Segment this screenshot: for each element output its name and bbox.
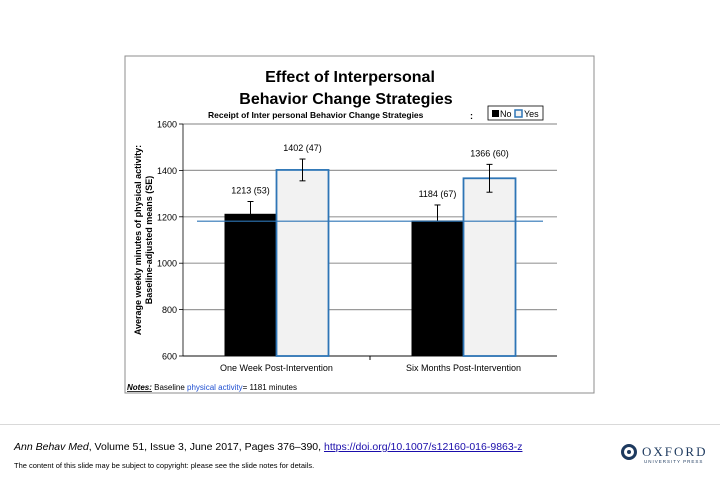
legend-label-no: No <box>500 109 512 119</box>
note-highlight: physical activity <box>187 383 243 392</box>
copyright-notice: The content of this slide may be subject… <box>14 461 315 470</box>
citation-details: , Volume 51, Issue 3, June 2017, Pages 3… <box>88 441 324 453</box>
doi-link[interactable]: https://doi.org/10.1007/s12160-016-9863-… <box>323 441 523 453</box>
oxford-logo: OXFORD UNIVERSITY PRESS <box>621 444 711 468</box>
data-label-no-1: 1184 (67) <box>419 189 457 199</box>
x-category-label-0: One Week Post-Intervention <box>220 363 333 373</box>
ytick-label-4: 1400 <box>157 166 177 176</box>
ytick-label-5: 1600 <box>157 120 177 130</box>
footer-divider <box>0 424 720 425</box>
legend-label-yes: Yes <box>524 109 539 119</box>
y-axis-label-line1: Average weekly minutes of physical activ… <box>133 145 143 335</box>
citation: Ann Behav Med, Volume 51, Issue 3, June … <box>14 441 522 453</box>
oxford-logo-icon <box>621 444 637 460</box>
chart-title-line2: Behavior Change Strategies <box>239 91 453 108</box>
note-label: Notes: <box>127 383 152 392</box>
chart-svg: Effect of Interpersonal Behavior Change S… <box>124 55 595 394</box>
data-label-no-0: 1213 (53) <box>231 185 270 195</box>
chart-title-line1: Effect of Interpersonal <box>265 69 435 86</box>
y-axis-label-line2: Baseline-adjusted means (SE) <box>144 176 154 305</box>
legend-title: Receipt of Inter personal Behavior Chang… <box>208 110 424 120</box>
oxford-logo-word: OXFORD <box>642 444 708 459</box>
ytick-label-0: 600 <box>162 352 177 362</box>
citation-journal: Ann Behav Med <box>14 441 89 453</box>
chart-figure: Effect of Interpersonal Behavior Change S… <box>124 55 595 394</box>
chart-note: Notes: Baseline physical activity= 1181 … <box>127 383 297 392</box>
bar-no-1 <box>411 220 464 356</box>
bar-yes-1 <box>462 177 517 357</box>
legend-colon: : <box>470 111 473 121</box>
x-category-label-1: Six Months Post-Intervention <box>406 363 521 373</box>
ytick-label-1: 800 <box>162 305 177 315</box>
note-text-before: Baseline <box>152 383 187 392</box>
data-label-yes-0: 1402 (47) <box>283 143 322 153</box>
data-label-yes-1: 1366 (60) <box>470 148 509 158</box>
ytick-label-2: 1000 <box>157 259 177 269</box>
oxford-logo-sub: UNIVERSITY PRESS <box>644 459 704 464</box>
ytick-label-3: 1200 <box>157 212 177 222</box>
bar-no-0 <box>224 213 277 356</box>
bar-yes-0 <box>275 169 330 357</box>
legend-swatch-no <box>492 110 499 117</box>
legend-swatch-yes <box>514 109 523 118</box>
note-text-after: = 1181 minutes <box>243 383 297 392</box>
